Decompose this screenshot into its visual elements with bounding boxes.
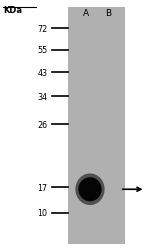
Ellipse shape bbox=[75, 174, 105, 205]
Text: 55: 55 bbox=[37, 46, 47, 55]
FancyBboxPatch shape bbox=[68, 8, 125, 244]
Text: 17: 17 bbox=[37, 183, 47, 192]
Text: KDa: KDa bbox=[3, 6, 22, 15]
Ellipse shape bbox=[78, 177, 102, 202]
Text: 34: 34 bbox=[37, 92, 47, 102]
Text: 72: 72 bbox=[37, 24, 47, 34]
Text: A: A bbox=[83, 9, 89, 18]
Text: 10: 10 bbox=[37, 208, 47, 217]
Text: B: B bbox=[105, 9, 111, 18]
Text: 26: 26 bbox=[37, 120, 47, 129]
Text: 43: 43 bbox=[37, 69, 47, 78]
